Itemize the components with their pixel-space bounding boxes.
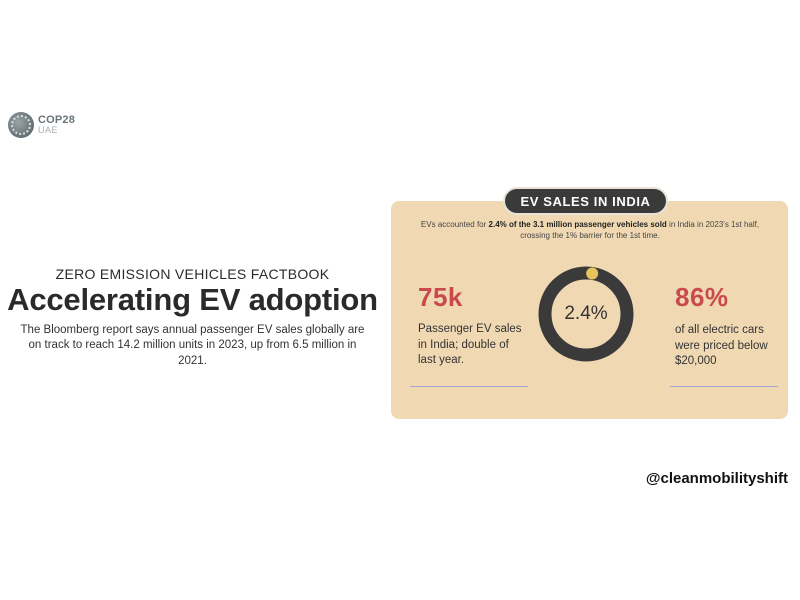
card-intro-pre: EVs accounted for — [420, 220, 489, 229]
donut-chart — [538, 266, 634, 362]
logo-line1: COP28 — [38, 114, 76, 126]
logo-line2: UAE — [38, 125, 59, 135]
stat-left-value: 75k — [418, 282, 463, 312]
globe-icon — [8, 112, 34, 138]
donut-ring — [538, 266, 634, 362]
card-intro: EVs accounted for 2.4% of the 3.1 millio… — [420, 219, 760, 241]
card-intro-post: in India in 2023's 1st half, crossing th… — [520, 220, 760, 241]
page-title: Accelerating EV adoption — [7, 282, 378, 317]
card-intro-bold: 2.4% of the 3.1 million passenger vehicl… — [488, 220, 667, 229]
intro-block: ZERO EMISSION VEHICLES FACTBOOK Accelera… — [0, 266, 385, 369]
donut-indicator-dot — [586, 267, 599, 280]
logo-text: COP28 UAE — [38, 115, 75, 135]
stat-right: 86% of all electric cars were priced bel… — [675, 282, 785, 370]
cop28-logo: COP28 UAE — [8, 112, 75, 138]
card-title: EV SALES IN INDIA — [505, 189, 666, 213]
ev-sales-card — [391, 201, 788, 419]
stat-left: 75k Passenger EV sales in India; double … — [418, 282, 528, 369]
stat-right-value: 86% — [675, 282, 729, 312]
divider-right — [670, 386, 778, 387]
stat-right-text: of all electric cars were priced below $… — [675, 324, 768, 368]
donut-label: 2.4% — [564, 303, 608, 324]
divider-left — [410, 386, 528, 387]
kicker: ZERO EMISSION VEHICLES FACTBOOK — [55, 266, 330, 282]
intro-description: The Bloomberg report says annual passeng… — [20, 323, 365, 367]
social-handle: @cleanmobilityshift — [645, 470, 788, 487]
stat-left-text: Passenger EV sales in India; double of l… — [418, 323, 522, 367]
